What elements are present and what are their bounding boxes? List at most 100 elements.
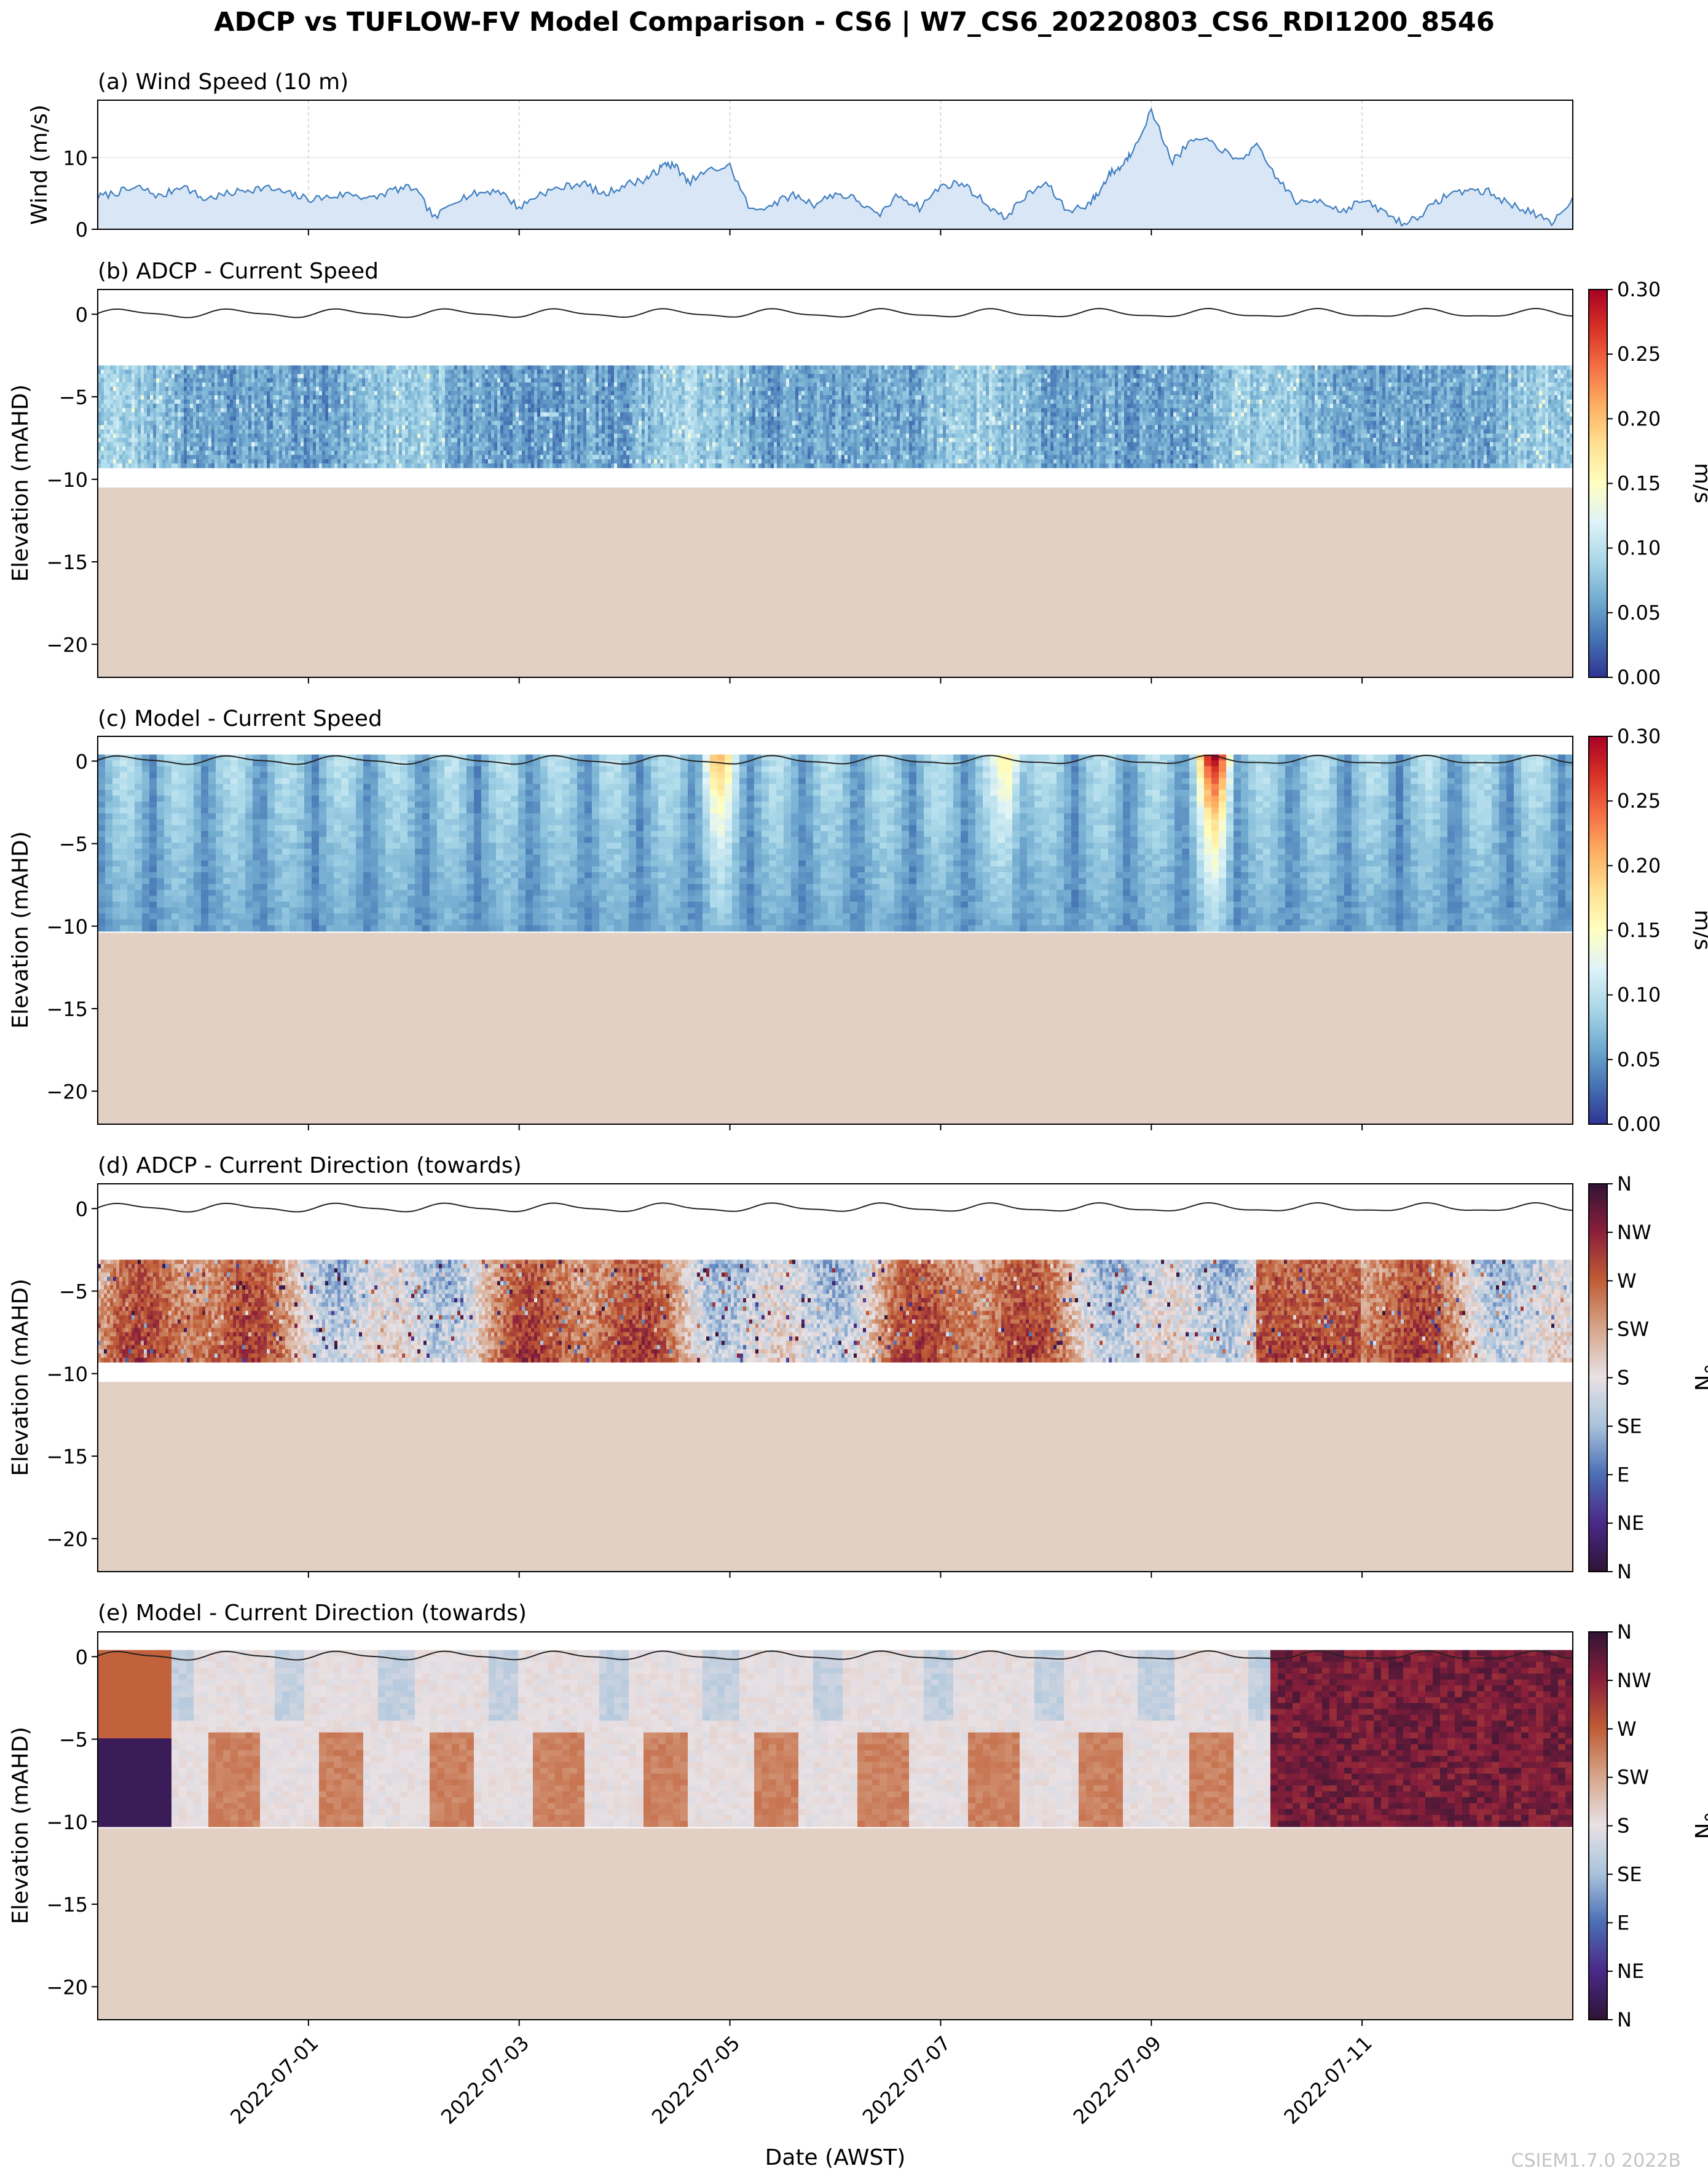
adcp-speed-cell [639, 408, 642, 413]
adcp-speed-cell [725, 438, 728, 443]
adcp-speed-cell [104, 387, 108, 392]
adcp-speed-cell [168, 433, 172, 439]
adcp-speed-cell [571, 451, 575, 455]
adcp-speed-cell [230, 442, 234, 447]
adcp-speed-cell [331, 400, 335, 404]
adcp-speed-cell [113, 420, 117, 426]
adcp-speed-cell [187, 395, 191, 400]
adcp-speed-cell [319, 416, 323, 422]
adcp-speed-cell [374, 451, 378, 455]
adcp-speed-cell [393, 391, 396, 396]
adcp-speed-cell [319, 391, 323, 396]
adcp-speed-cell [328, 374, 332, 379]
adcp-speed-cell [454, 463, 458, 468]
adcp-speed-cell [374, 365, 378, 371]
adcp-speed-cell [663, 408, 667, 413]
adcp-speed-cell [454, 429, 458, 435]
adcp-speed-cell [276, 391, 280, 396]
adcp-speed-cell [470, 374, 473, 379]
adcp-speed-cell [537, 365, 541, 371]
adcp-speed-cell [239, 442, 243, 447]
adcp-speed-cell [691, 425, 695, 430]
adcp-speed-cell [384, 455, 387, 460]
adcp-speed-cell [636, 400, 639, 404]
adcp-speed-cell [608, 369, 612, 375]
adcp-speed-cell [116, 425, 120, 430]
adcp-speed-cell [294, 412, 298, 417]
adcp-speed-cell [285, 378, 289, 383]
adcp-speed-cell [712, 459, 716, 464]
adcp-speed-cell [264, 408, 267, 413]
adcp-speed-cell [442, 446, 446, 451]
adcp-speed-cell [132, 438, 135, 443]
adcp-speed-cell [549, 420, 553, 426]
adcp-speed-cell [208, 446, 212, 451]
adcp-speed-cell [454, 446, 458, 451]
adcp-speed-cell [411, 412, 415, 417]
adcp-speed-cell [107, 455, 111, 460]
adcp-speed-cell [242, 391, 246, 396]
adcp-speed-cell [362, 395, 366, 400]
adcp-speed-cell [396, 365, 399, 371]
adcp-speed-cell [491, 425, 495, 430]
adcp-speed-cell [672, 374, 676, 379]
adcp-speed-cell [322, 459, 326, 464]
adcp-speed-cell [703, 365, 707, 371]
adcp-speed-cell [101, 463, 104, 468]
adcp-speed-cell [147, 446, 151, 451]
adcp-speed-cell [313, 400, 317, 404]
adcp-speed-cell [543, 382, 547, 387]
adcp-speed-cell [387, 403, 390, 409]
adcp-speed-cell [632, 378, 636, 383]
adcp-speed-cell [546, 369, 550, 375]
adcp-speed-cell [725, 420, 728, 426]
adcp-speed-cell [494, 400, 498, 404]
adcp-speed-cell [297, 446, 301, 451]
adcp-speed-cell [374, 374, 378, 379]
adcp-speed-cell [602, 451, 605, 455]
adcp-speed-cell [316, 374, 320, 379]
adcp-speed-cell [138, 425, 141, 430]
adcp-speed-cell [497, 425, 501, 430]
adcp-speed-cell [565, 403, 569, 409]
adcp-speed-cell [715, 412, 719, 417]
adcp-speed-cell [571, 433, 575, 439]
adcp-speed-cell [175, 408, 178, 413]
adcp-speed-cell [144, 391, 148, 396]
adcp-speed-cell [202, 459, 206, 464]
adcp-speed-cell [500, 400, 504, 404]
adcp-speed-cell [543, 425, 547, 430]
adcp-speed-cell [245, 459, 249, 464]
adcp-speed-cell [297, 420, 301, 426]
adcp-speed-cell [242, 442, 246, 447]
adcp-speed-cell [510, 378, 513, 383]
adcp-speed-cell [168, 395, 172, 400]
adcp-speed-cell [187, 438, 191, 443]
adcp-speed-cell [715, 416, 719, 422]
adcp-speed-cell [583, 374, 587, 379]
adcp-speed-cell [374, 459, 378, 464]
adcp-speed-cell [715, 387, 719, 392]
adcp-speed-cell [396, 416, 399, 422]
adcp-speed-cell [402, 365, 406, 371]
adcp-speed-cell [202, 391, 206, 396]
adcp-speed-cell [617, 369, 621, 375]
adcp-speed-cell [396, 463, 399, 468]
adcp-speed-cell [153, 438, 157, 443]
adcp-speed-cell [319, 374, 323, 379]
adcp-speed-cell [304, 412, 307, 417]
adcp-speed-cell [491, 391, 495, 396]
adcp-speed-cell [629, 429, 633, 435]
adcp-speed-cell [211, 369, 215, 375]
adcp-speed-cell [365, 420, 369, 426]
adcp-speed-cell [264, 382, 267, 387]
adcp-speed-cell [359, 446, 363, 451]
adcp-speed-cell [654, 412, 658, 417]
adcp-speed-cell [218, 400, 221, 404]
adcp-speed-cell [596, 378, 599, 383]
adcp-speed-cell [368, 382, 372, 387]
adcp-speed-cell [439, 429, 443, 435]
adcp-speed-cell [592, 395, 596, 400]
adcp-speed-cell [562, 387, 565, 392]
adcp-speed-cell [549, 382, 553, 387]
